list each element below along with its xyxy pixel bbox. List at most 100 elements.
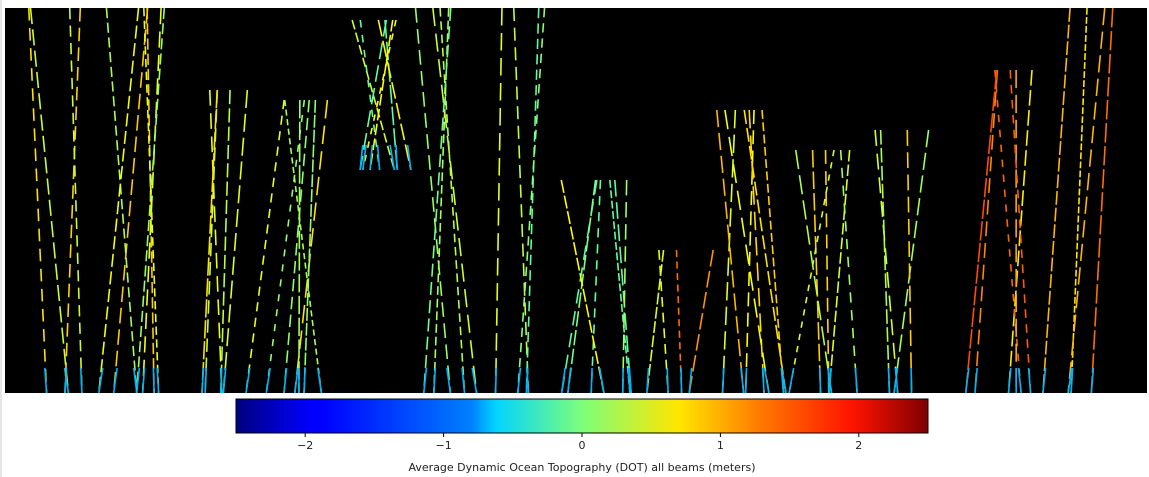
track (621, 179, 628, 393)
track-end (389, 144, 396, 171)
track-end (283, 367, 288, 393)
track (422, 8, 452, 393)
track (143, 8, 160, 393)
track (361, 19, 397, 171)
track-end (245, 367, 251, 393)
track (744, 109, 755, 393)
track-end (152, 367, 155, 393)
track (298, 99, 301, 393)
track (1009, 69, 1032, 393)
colorbar-ticks: −2 −1 0 1 2 (297, 433, 862, 452)
track-end (64, 367, 68, 393)
track-end (1067, 367, 1073, 393)
track (761, 109, 785, 393)
track-end (303, 367, 306, 393)
track (1067, 8, 1106, 393)
track (811, 149, 822, 393)
track-end (628, 367, 632, 393)
track-end (265, 367, 271, 393)
track-end (461, 367, 466, 393)
track (68, 8, 83, 393)
track-end (1070, 367, 1074, 393)
track-end (761, 367, 765, 393)
track (794, 149, 833, 393)
track-end (666, 367, 669, 393)
track (590, 179, 602, 393)
track-end (788, 367, 795, 393)
track (828, 149, 851, 393)
track (384, 19, 399, 171)
track (824, 149, 830, 393)
track-end (201, 367, 205, 393)
track (359, 19, 388, 171)
track (27, 8, 48, 393)
tick-label: 0 (579, 439, 586, 452)
track (414, 8, 452, 393)
track-end (222, 367, 227, 393)
track (646, 249, 665, 393)
track-end (422, 367, 428, 393)
track (839, 149, 858, 393)
track (293, 99, 329, 393)
track-end (79, 367, 83, 393)
track (201, 89, 218, 393)
track-end (590, 367, 593, 393)
track-end (1042, 367, 1047, 393)
track (369, 19, 394, 171)
track-end (560, 367, 566, 393)
track-end (316, 367, 323, 393)
track (721, 109, 737, 393)
track (609, 179, 631, 393)
track (265, 99, 306, 393)
track (64, 8, 82, 393)
track-end (369, 144, 374, 171)
track-end (395, 144, 399, 171)
track-end (446, 367, 452, 393)
track (98, 8, 140, 393)
track (525, 8, 540, 393)
tick-label: 2 (855, 439, 862, 452)
track (560, 179, 605, 393)
track (715, 109, 745, 393)
colorbar (235, 398, 929, 434)
track (567, 179, 597, 393)
track-end (740, 367, 745, 393)
colorbar-label: Average Dynamic Ocean Topography (DOT) a… (409, 461, 756, 474)
track-end (44, 367, 48, 393)
track-end (433, 367, 437, 393)
track-end (516, 367, 522, 393)
track-end (1027, 367, 1032, 393)
track-end (744, 367, 748, 393)
tick-label: −2 (297, 439, 313, 452)
track-end (721, 367, 725, 393)
track (222, 89, 249, 393)
track (208, 89, 223, 393)
track-end (219, 367, 223, 393)
track-end (361, 144, 367, 171)
track-end (818, 367, 822, 393)
track (724, 109, 770, 393)
track (893, 129, 930, 393)
track-end (98, 367, 104, 393)
track (516, 8, 546, 393)
track-end (598, 367, 605, 393)
track-end (964, 367, 970, 393)
track-end (854, 367, 858, 393)
track-end (156, 367, 160, 393)
track (29, 8, 70, 393)
track-end (1007, 367, 1012, 393)
track-end (112, 367, 118, 393)
track (359, 19, 381, 171)
track-end (294, 367, 299, 393)
map-area (5, 8, 1147, 393)
track-end (827, 367, 833, 393)
track-end (359, 144, 364, 171)
tracks (27, 8, 1114, 393)
track (105, 8, 138, 393)
track-end (141, 367, 146, 393)
track-end (204, 367, 208, 393)
track (439, 8, 466, 393)
track (874, 129, 899, 393)
track-end (525, 367, 529, 393)
